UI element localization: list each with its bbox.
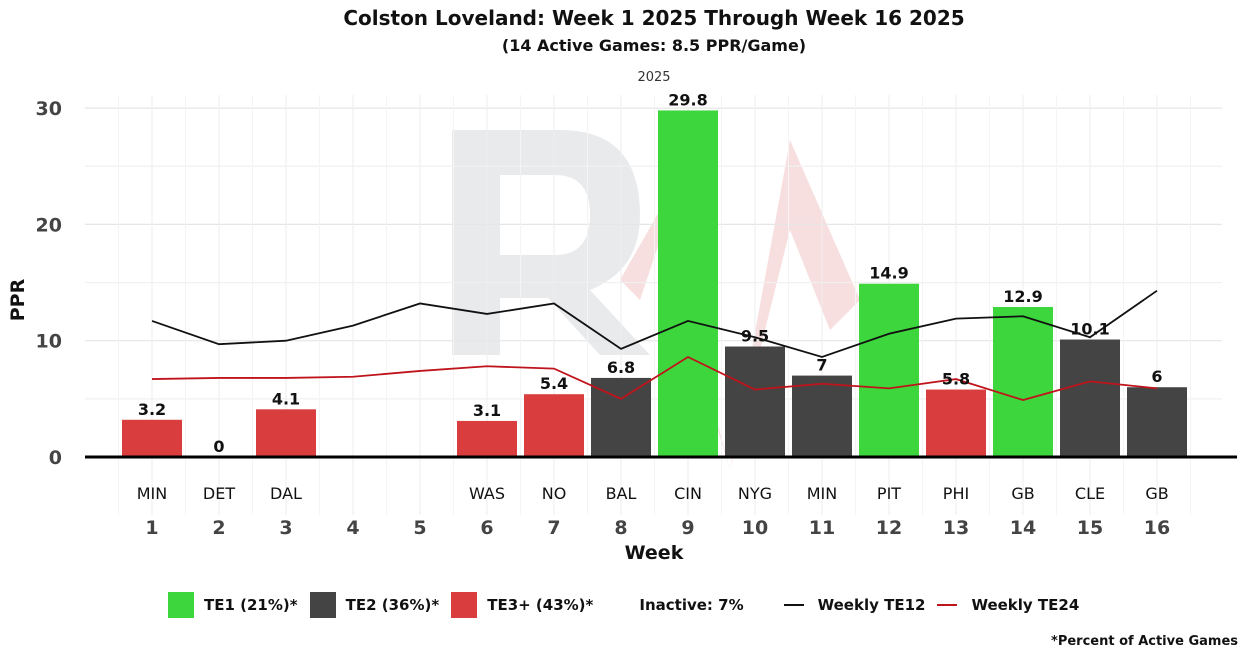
bar-week-7 [524, 394, 584, 457]
chart-title: Colston Loveland: Week 1 2025 Through We… [343, 6, 965, 30]
x-tick-label: 3 [279, 517, 292, 539]
bar-value-labels: 3.2 0 4.1 3.1 5.4 6.8 29.8 9.5 7 14.9 5.8 12.9 10.1 6 [138, 90, 1163, 456]
legend-item-te24: Weekly TE24 [937, 596, 1079, 614]
footnote: *Percent of Active Games [1051, 634, 1238, 649]
bar-week-9 [658, 110, 718, 458]
y-tick-label: 20 [36, 214, 62, 236]
series-line-weekly-te12 [151, 289, 1158, 358]
legend-label-te1: TE1 (21%)* [204, 596, 298, 614]
bar-value-label: 4.1 [272, 389, 300, 408]
chart-canvas: 3.2 0 4.1 3.1 5.4 6.8 29.8 9.5 7 14.9 5.8 12.9 10.1 6… [7, 90, 1237, 564]
bar-value-label: 14.9 [869, 264, 908, 283]
x-tick-label: 15 [1077, 517, 1103, 539]
legend-item-inactive: Inactive: 7% [639, 596, 743, 614]
opponent-label: MIN [807, 484, 838, 503]
legend-item-te1: TE1 (21%)* [168, 592, 298, 618]
legend-label-inactive: Inactive: 7% [639, 596, 744, 614]
opponent-label: CLE [1075, 484, 1105, 503]
legend-item-te2: TE2 (36%)* [309, 592, 440, 618]
x-tick-label: 11 [809, 517, 835, 539]
x-tick-label: 6 [480, 517, 493, 539]
x-tick-label: 16 [1144, 517, 1170, 539]
opponent-label: BAL [606, 484, 637, 503]
bar-week-15 [1060, 339, 1120, 457]
opponent-label: DET [203, 484, 235, 503]
bar-value-label: 7 [816, 356, 827, 375]
bar-week-14 [993, 306, 1053, 457]
opponent-label: WAS [469, 484, 505, 503]
legend-label-te24: Weekly TE24 [971, 596, 1080, 614]
y-tick-label: 30 [36, 98, 62, 120]
x-tick-label: 1 [145, 517, 158, 539]
bar-value-label: 5.8 [942, 370, 970, 389]
opponent-label: NO [542, 484, 567, 503]
bar-week-10 [725, 346, 785, 457]
legend: TE1 (21%)* TE2 (36%)* TE3+ (43%)* Inacti… [168, 592, 1091, 618]
bar-week-13 [926, 389, 986, 457]
opponent-label: PIT [877, 484, 901, 503]
opponent-label: GB [1145, 484, 1168, 503]
chart-subtitle: (14 Active Games: 8.5 PPR/Game) [501, 36, 807, 55]
opponent-label: CIN [674, 484, 702, 503]
opponent-label: DAL [270, 484, 302, 503]
legend-line-te12 [783, 604, 804, 606]
bar-week-11 [792, 375, 852, 457]
opponent-label: PHI [943, 484, 969, 503]
legend-swatch-te3 [451, 592, 478, 618]
bar-week-1 [122, 419, 182, 457]
bar-week-16 [1127, 387, 1187, 457]
legend-label-te12: Weekly TE12 [817, 596, 926, 614]
axes: 0 10 20 30 PPR MIN 1 DET 2 DAL 3 4 5 WAS 6 NO 7 BAL 8 CIN 9 N… [7, 98, 1237, 564]
bar-value-label: 9.5 [741, 327, 769, 346]
x-tick-label: 4 [346, 517, 359, 539]
x-tick-label: 7 [547, 517, 560, 539]
watermark-logo [452, 130, 860, 470]
legend-swatch-te1 [168, 592, 194, 618]
bar-week-12 [859, 283, 919, 457]
opponent-label: MIN [137, 484, 168, 503]
bar-value-label: 6.8 [607, 358, 635, 377]
bar-value-label: 0 [213, 437, 224, 456]
facet-label: 2025 [637, 70, 671, 85]
legend-label-te3: TE3+ (43%)* [487, 596, 594, 614]
legend-item-te3: TE3+ (43%)* [451, 592, 593, 618]
bar-value-label: 29.8 [668, 90, 707, 109]
bar-value-label: 5.4 [540, 374, 568, 393]
bar-week-3 [256, 409, 316, 457]
bar-value-label: 12.9 [1003, 287, 1042, 306]
x-tick-label: 8 [614, 517, 627, 539]
x-tick-label: 9 [681, 517, 694, 539]
opponent-label: NYG [738, 484, 772, 503]
bar-value-label: 6 [1151, 367, 1162, 386]
y-tick-label: 0 [49, 447, 62, 469]
bar-week-8 [591, 377, 651, 457]
x-tick-label: 5 [413, 517, 426, 539]
x-axis-label: Week [625, 542, 684, 564]
opponent-label: GB [1011, 484, 1034, 503]
x-tick-label: 10 [742, 517, 768, 539]
y-axis-label: PPR [7, 278, 29, 321]
legend-label-te2: TE2 (36%)* [345, 596, 440, 614]
bars [122, 110, 1187, 458]
bar-value-label: 10.1 [1070, 320, 1109, 339]
x-tick-label: 12 [876, 517, 902, 539]
bar-value-label: 3.2 [138, 400, 166, 419]
bar-week-6 [457, 420, 517, 457]
bar-value-label: 3.1 [473, 401, 501, 420]
legend-swatch-te2 [309, 592, 336, 618]
series-line-weekly-te24 [151, 355, 1158, 401]
legend-item-te12: Weekly TE12 [783, 596, 926, 614]
y-tick-label: 10 [36, 331, 62, 353]
x-tick-label: 14 [1010, 517, 1036, 539]
x-tick-label: 2 [212, 517, 225, 539]
x-tick-label: 13 [943, 517, 969, 539]
legend-line-te24 [937, 604, 958, 606]
reference-lines [151, 289, 1158, 401]
